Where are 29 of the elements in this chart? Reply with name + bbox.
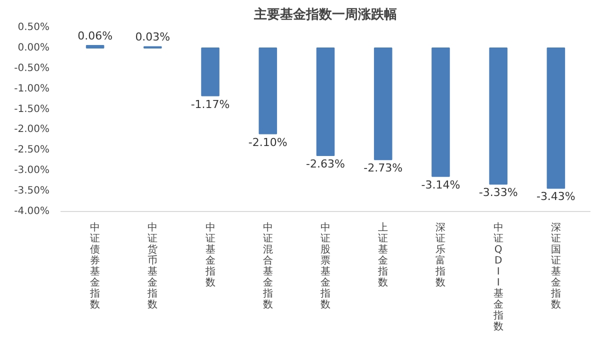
y-tick-label: -1.00%	[14, 83, 50, 94]
y-tick-label: -1.50%	[14, 104, 50, 115]
data-label: 0.03%	[135, 30, 170, 44]
chart-title: 主要基金指数一周涨跌幅	[253, 6, 397, 22]
category-label: 中证QDII基金指数	[493, 222, 504, 332]
data-label: -3.43%	[536, 190, 576, 204]
data-label: 0.06%	[78, 29, 113, 42]
x-tick-label: 中证股票基金指数	[320, 222, 330, 310]
y-tick-label: -0.50%	[14, 62, 50, 74]
x-tick-label: 中证债券基金指数	[89, 222, 100, 310]
data-label: -2.10%	[248, 136, 288, 149]
y-tick-label: -2.00%	[14, 124, 50, 136]
y-tick-label: -2.50%	[14, 144, 50, 156]
data-label: -3.33%	[478, 186, 518, 200]
y-tick-label: -3.00%	[14, 165, 50, 176]
data-label: -1.17%	[190, 98, 230, 111]
data-label: -3.14%	[421, 178, 460, 192]
data-label: -2.63%	[306, 157, 345, 170]
y-tick-label: -4.00%	[14, 206, 50, 217]
x-tick-label: 中证混合基金指数	[262, 222, 273, 310]
y-tick-label: -3.50%	[14, 186, 50, 197]
y-tick-label: 0.50%	[18, 22, 50, 33]
x-tick-label: 中证货币基金指数	[146, 222, 158, 310]
x-tick-label: 深证国证基金指数	[550, 222, 561, 310]
x-tick-label: 深证乐富指数	[434, 222, 446, 288]
x-tick-label: 上证基金指数	[377, 222, 388, 288]
y-tick-label: 0.00%	[18, 42, 50, 54]
data-label: -2.73%	[364, 162, 403, 175]
x-tick-label: 中证基金指数	[204, 222, 216, 288]
